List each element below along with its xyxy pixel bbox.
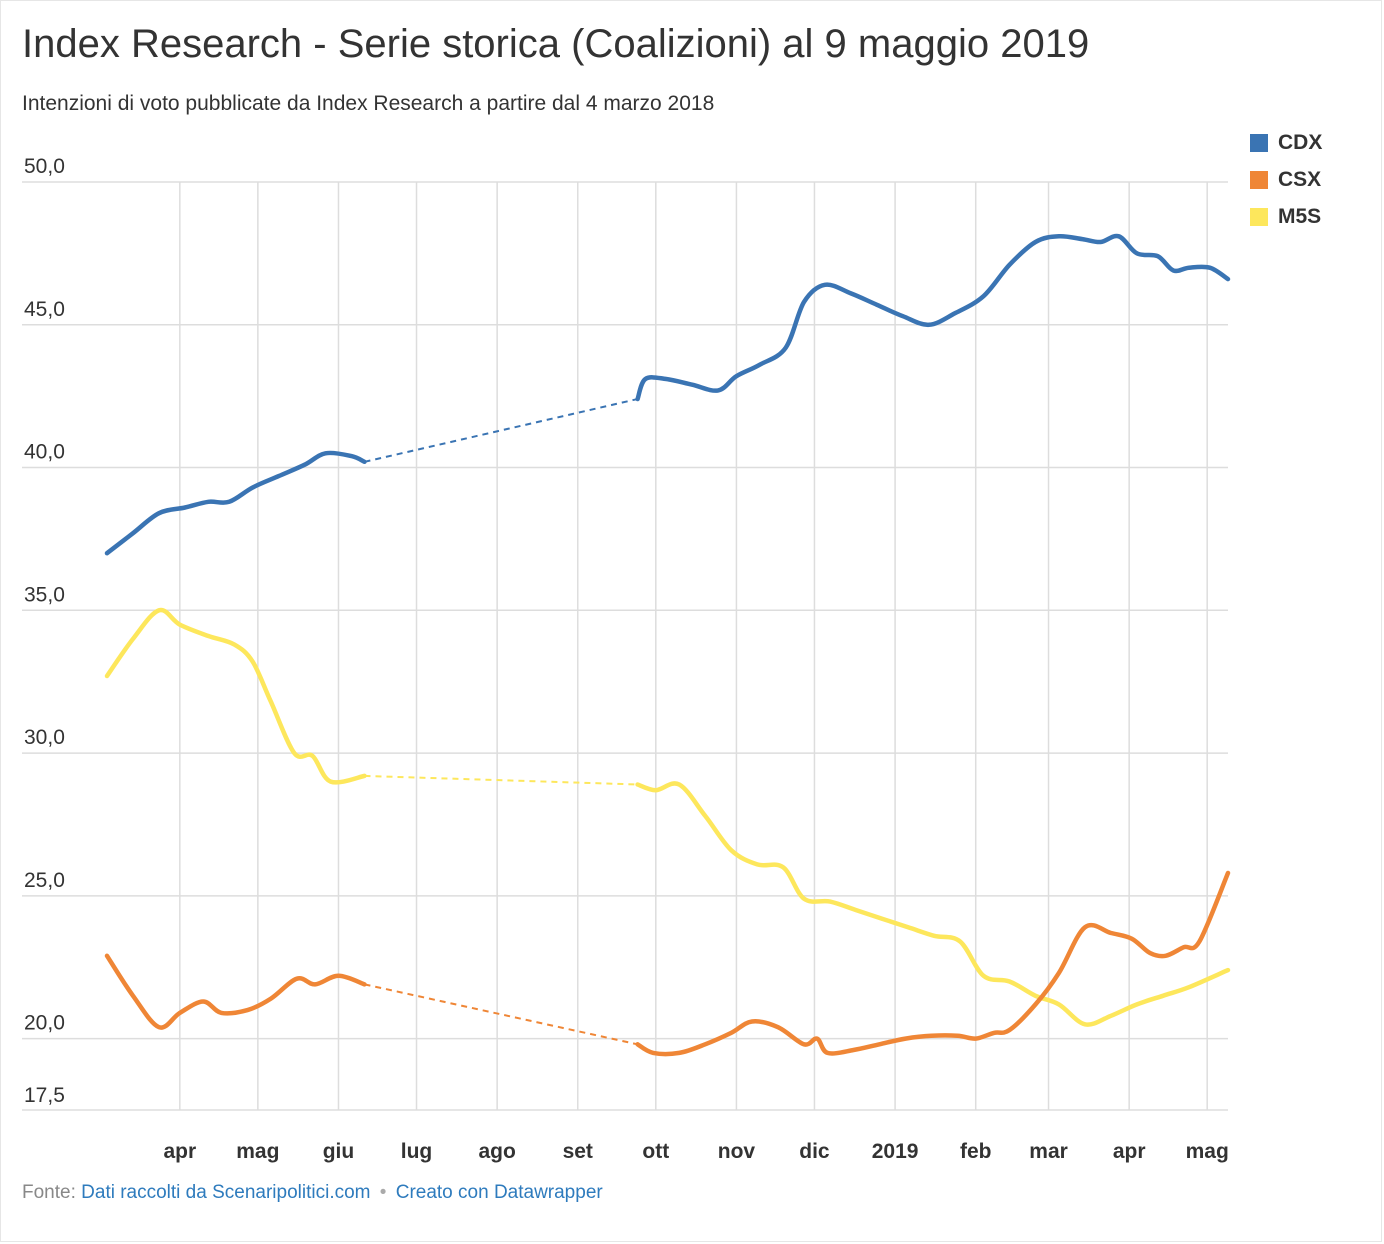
legend-swatch-cdx — [1250, 133, 1268, 152]
legend-label-csx: CSX — [1278, 167, 1322, 191]
legend-item-csx[interactable]: CSX — [1250, 161, 1322, 198]
chart-subtitle: Intenzioni di voto pubblicate da Index R… — [22, 92, 715, 115]
x-tick-label: giu — [323, 1140, 355, 1163]
x-tick-label: ago — [478, 1140, 515, 1163]
legend-swatch-csx — [1250, 170, 1268, 189]
y-tick-label: 35,0 — [24, 583, 65, 606]
series-gap-csx — [364, 983, 638, 1046]
x-tick-label: apr — [163, 1140, 196, 1163]
x-tick-label: mar — [1029, 1140, 1068, 1163]
x-tick-label: mag — [1186, 1140, 1229, 1163]
series-line-cdx — [635, 233, 1231, 402]
x-tick-label: nov — [718, 1140, 756, 1163]
series-gap-cdx — [364, 398, 638, 463]
y-tick-label: 50,0 — [24, 155, 65, 178]
y-tick-label: 20,0 — [24, 1012, 65, 1035]
legend-item-m5s[interactable]: M5S — [1250, 198, 1322, 235]
legend-item-cdx[interactable]: CDX — [1250, 124, 1322, 161]
x-tick-label: apr — [1113, 1140, 1146, 1163]
x-tick-label: ott — [642, 1140, 669, 1163]
source-link[interactable]: Dati raccolti da Scenaripolitici.com — [81, 1182, 371, 1203]
series-layer — [104, 233, 1231, 1057]
series-line-m5s — [635, 781, 1231, 1027]
y-axis-labels: 50,0 45,0 40,0 35,0 30,0 25,0 20,0 17,5 — [24, 155, 65, 1107]
y-tick-label: 40,0 — [24, 441, 65, 464]
legend-swatch-m5s — [1250, 207, 1268, 226]
footer-prefix: Fonte: — [22, 1182, 76, 1203]
x-tick-label: 2019 — [872, 1140, 919, 1163]
series-line-cdx — [104, 450, 367, 556]
footer-separator: • — [379, 1182, 387, 1203]
chart-title: Index Research - Serie storica (Coalizio… — [22, 22, 1090, 66]
series-line-csx — [635, 870, 1231, 1057]
y-tick-label: 30,0 — [24, 726, 65, 749]
series-gap-m5s — [364, 774, 638, 786]
grid-layer — [22, 181, 1228, 1111]
legend-label-m5s: M5S — [1278, 204, 1322, 228]
chart-footer: Fonte: Dati raccolti da Scenaripolitici.… — [22, 1182, 603, 1204]
legend: CDX CSX M5S — [1250, 124, 1322, 235]
series-line-m5s — [104, 607, 367, 785]
y-tick-label: 45,0 — [24, 298, 65, 321]
x-tick-label: dic — [799, 1140, 830, 1163]
y-tick-label: 25,0 — [24, 869, 65, 892]
legend-label-cdx: CDX — [1278, 130, 1323, 154]
y-tick-label: 17,5 — [24, 1084, 65, 1107]
x-axis-labels: apr mag giu lug ago set ott nov dic 2019 feb mar apr… — [163, 1140, 1228, 1163]
x-tick-label: feb — [960, 1140, 992, 1163]
x-tick-label: mag — [236, 1140, 279, 1163]
x-tick-label: lug — [401, 1140, 433, 1163]
series-line-csx — [104, 953, 367, 1030]
datawrapper-link[interactable]: Creato con Datawrapper — [395, 1182, 603, 1203]
x-tick-label: set — [563, 1140, 593, 1163]
